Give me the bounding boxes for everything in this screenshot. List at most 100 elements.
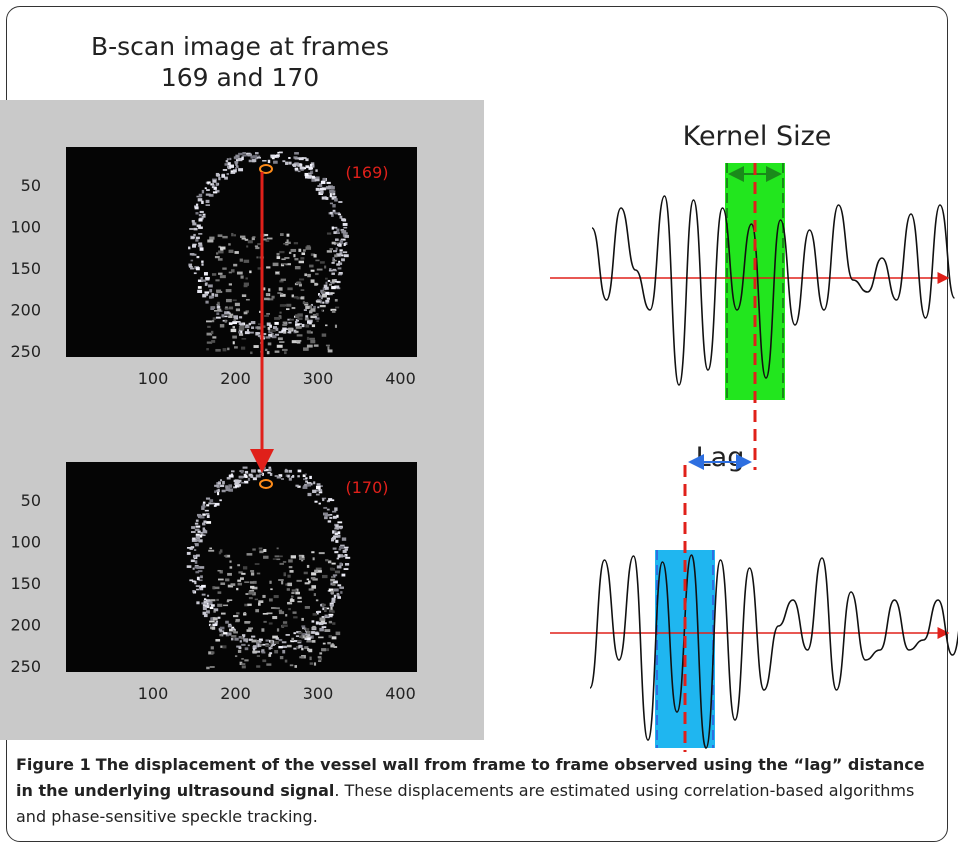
speckle: [228, 271, 233, 274]
speckle: [339, 253, 343, 256]
speckle: [305, 246, 312, 250]
speckle: [244, 325, 250, 329]
marker: [259, 164, 273, 174]
speckle: [222, 480, 225, 485]
speckle: [238, 333, 244, 336]
speckle: [303, 167, 307, 170]
speckle: [219, 484, 225, 488]
speckle: [243, 612, 247, 615]
speckle: [277, 337, 283, 341]
speckle: [255, 609, 260, 613]
speckle: [301, 323, 305, 328]
speckle: [267, 342, 272, 346]
speckle: [343, 254, 349, 258]
speckle: [326, 297, 330, 300]
speckle: [330, 308, 337, 312]
speckle: [186, 551, 191, 555]
speckle: [295, 635, 299, 638]
speckle: [189, 579, 194, 582]
speckle: [193, 227, 198, 231]
speckle: [295, 325, 302, 329]
speckle: [278, 646, 283, 649]
speckle: [313, 305, 316, 309]
speckle: [220, 246, 226, 250]
speckle: [287, 475, 290, 478]
speckle: [261, 238, 267, 241]
speckle: [239, 323, 245, 326]
speckle: [217, 301, 220, 305]
speckle: [277, 292, 282, 294]
speckle: [189, 253, 195, 256]
speckle: [215, 620, 219, 623]
speckle: [320, 289, 324, 293]
speckle: [309, 662, 314, 665]
speckle: [271, 295, 275, 299]
speckle: [248, 159, 254, 163]
speckle: [293, 254, 296, 258]
speckle: [261, 651, 266, 654]
speckle: [304, 172, 309, 177]
speckle: [315, 272, 319, 276]
speckle: [203, 600, 208, 604]
speckle: [241, 156, 244, 161]
speckle: [206, 602, 210, 605]
speckle: [288, 327, 293, 331]
speckle: [219, 499, 222, 502]
speckle: [315, 485, 321, 489]
speckle: [331, 636, 337, 640]
speckle: [268, 288, 271, 292]
speckle: [239, 640, 242, 643]
speckle: [330, 281, 333, 284]
speckle: [270, 588, 273, 591]
speckle: [224, 307, 229, 310]
speckle: [332, 530, 335, 534]
speckle: [206, 514, 210, 519]
speckle: [293, 242, 299, 245]
speckle: [247, 240, 253, 244]
speckle: [209, 289, 213, 293]
speckle: [327, 641, 331, 645]
speckle: [239, 327, 245, 331]
speckle: [327, 520, 332, 523]
speckle: [225, 620, 229, 624]
speckle: [195, 525, 201, 528]
speckle: [218, 177, 221, 181]
speckle: [217, 308, 222, 312]
speckle: [282, 160, 286, 163]
speckle: [299, 656, 305, 659]
x-tick-label: 100: [138, 369, 169, 388]
speckle: [311, 572, 317, 576]
speckle: [187, 547, 192, 549]
speckle: [250, 155, 254, 159]
speckle: [265, 336, 271, 339]
speckle: [242, 154, 247, 157]
speckle: [326, 508, 330, 511]
speckle: [334, 238, 339, 241]
speckle: [202, 611, 207, 615]
speckle: [313, 662, 317, 666]
speckle: [319, 300, 322, 304]
speckle: [304, 646, 309, 650]
speckle: [277, 151, 280, 154]
speckle: [345, 556, 351, 559]
speckle: [311, 551, 315, 554]
speckle: [312, 313, 319, 317]
speckle: [329, 195, 333, 198]
speckle: [272, 326, 277, 330]
speckle: [334, 299, 338, 302]
speckle: [208, 623, 212, 627]
speckle: [217, 603, 223, 607]
speckle: [273, 595, 279, 599]
speckle: [210, 308, 215, 310]
speckle: [267, 159, 271, 164]
speckle: [250, 585, 255, 589]
speckle: [208, 194, 214, 197]
speckle: [194, 580, 197, 585]
speckle: [309, 310, 313, 314]
speckle: [199, 247, 204, 251]
speckle: [301, 617, 304, 621]
speckle: [339, 526, 342, 530]
speckle: [330, 603, 334, 607]
speckle: [250, 570, 255, 573]
speckle: [305, 628, 310, 632]
